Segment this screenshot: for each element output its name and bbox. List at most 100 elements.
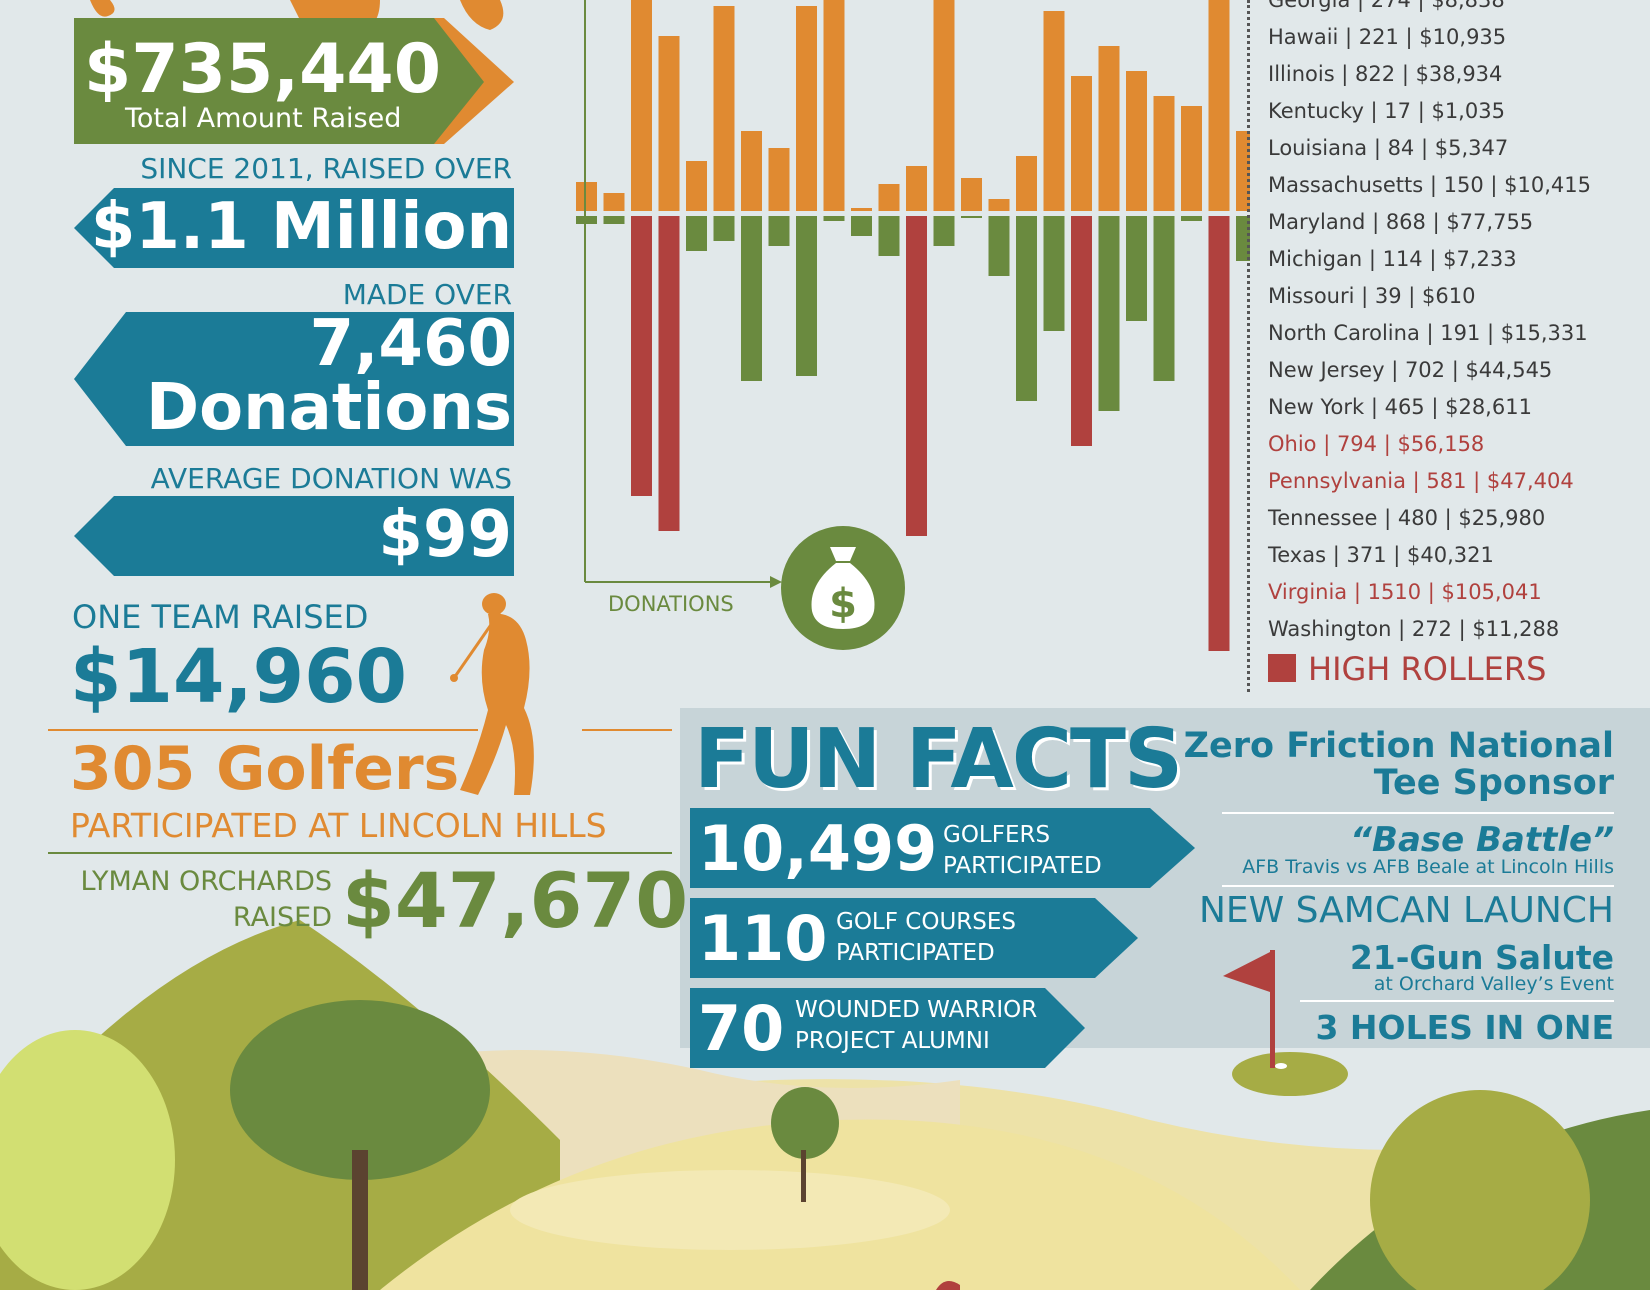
divider-orange-right	[582, 729, 672, 731]
divider-3	[1300, 1000, 1614, 1002]
bar-down	[851, 216, 872, 236]
bar-down	[1208, 216, 1230, 651]
total-raised-banner	[74, 18, 514, 144]
bar-up	[1208, 0, 1230, 211]
bar-down	[713, 216, 735, 241]
bar-up	[713, 6, 735, 211]
state-row: Pennsylvania | 581 | $47,404	[1268, 469, 1574, 493]
flag-bottom	[936, 1281, 960, 1290]
bar-down	[576, 216, 597, 224]
bar-up	[603, 193, 625, 211]
bar-up	[658, 36, 680, 211]
fact-1-number: 10,499	[698, 812, 938, 885]
state-row: Hawaii | 221 | $10,935	[1268, 25, 1507, 49]
lyman-line2: RAISED	[232, 902, 332, 933]
bar-down	[603, 216, 625, 224]
tree-left-trunk	[352, 1150, 368, 1290]
fact-1-line2: PARTICIPATED	[943, 853, 1102, 879]
fact-2-number: 110	[698, 902, 828, 975]
samcan-launch: NEW SAMCAN LAUNCH	[1198, 890, 1614, 931]
bar-down	[796, 216, 817, 376]
state-row: Virginia | 1510 | $105,041	[1268, 580, 1542, 604]
money-bag-icon: $	[781, 526, 905, 650]
putting-green	[1232, 1052, 1348, 1096]
bar-down	[1098, 216, 1120, 411]
svg-text:$: $	[829, 581, 857, 627]
divider-2	[1222, 885, 1614, 887]
bar-up	[1098, 46, 1120, 211]
sponsor-line1: Zero Friction National	[1183, 726, 1614, 766]
bar-up	[576, 182, 597, 211]
divider-orange-left	[48, 729, 478, 731]
tree-small-trunk	[801, 1150, 806, 1202]
bar-up	[1071, 76, 1092, 211]
salute-sub: at Orchard Valley’s Event	[1373, 973, 1614, 995]
bar-down	[1153, 216, 1175, 381]
average-banner	[74, 496, 514, 576]
bar-down	[878, 216, 900, 256]
bar-up	[906, 166, 927, 211]
donations-count: 7,460	[309, 307, 512, 381]
state-row: North Carolina | 191 | $15,331	[1268, 321, 1588, 345]
bar-down	[1016, 216, 1037, 401]
fact-2-line1: GOLF COURSES	[836, 909, 1016, 935]
chart-axis-arrow	[770, 576, 782, 588]
bar-up	[961, 178, 982, 211]
bar-up	[631, 0, 652, 211]
bar-down	[1043, 216, 1065, 331]
bar-down	[961, 216, 982, 218]
bar-up	[1181, 106, 1202, 211]
bar-down	[768, 216, 790, 246]
legend-label: HIGH ROLLERS	[1308, 650, 1547, 688]
state-row: Tennessee | 480 | $25,980	[1268, 506, 1546, 530]
bar-down	[1071, 216, 1092, 446]
average-label: AVERAGE DONATION WAS	[150, 462, 512, 495]
bar-up	[1043, 11, 1065, 211]
bar-up	[988, 199, 1010, 211]
golf-hole	[1275, 1063, 1287, 1069]
fact-banner-1	[690, 808, 1195, 888]
bar-down	[988, 216, 1010, 276]
bar-down	[906, 216, 927, 536]
flag-pole	[1270, 950, 1275, 1068]
state-list-divider	[1247, 0, 1250, 692]
donations-word: Donations	[146, 371, 512, 445]
state-row: Georgia | 274 | $8,838	[1268, 0, 1505, 12]
base-battle-sub: AFB Travis vs AFB Beale at Lincoln Hills	[1242, 856, 1614, 878]
divider-green	[48, 852, 672, 854]
fact-2-line2: PARTICIPATED	[836, 940, 995, 966]
divider-1	[1222, 812, 1614, 814]
lyman-value: $47,670	[342, 856, 689, 945]
donations-banner	[74, 312, 514, 446]
total-amount: $735,440	[84, 30, 442, 109]
team-label: ONE TEAM RAISED	[72, 598, 369, 636]
bar-up	[796, 6, 817, 211]
chart-axis-label: DONATIONS	[608, 592, 734, 616]
legend-swatch	[1268, 654, 1296, 682]
fact-3-number: 70	[698, 992, 785, 1065]
donations-chart	[576, 0, 1250, 651]
bar-down	[631, 216, 652, 496]
state-row: Texas | 371 | $40,321	[1268, 543, 1494, 567]
bar-down	[1236, 216, 1250, 261]
bar-down	[823, 216, 845, 221]
bar-up	[768, 148, 790, 211]
state-row: New York | 465 | $28,611	[1268, 395, 1532, 419]
total-amount-label: Total Amount Raised	[125, 103, 402, 134]
bar-up	[933, 0, 955, 211]
state-row: Maryland | 868 | $77,755	[1268, 210, 1534, 234]
state-row: Missouri | 39 | $610	[1268, 284, 1476, 308]
bar-up	[686, 161, 707, 211]
team-value: $14,960	[70, 634, 408, 720]
state-row: Illinois | 822 | $38,934	[1268, 62, 1503, 86]
state-row: New Jersey | 702 | $44,545	[1268, 358, 1553, 382]
fact-3-line1: WOUNDED WARRIOR	[795, 997, 1038, 1023]
donations-label: MADE OVER	[342, 278, 512, 311]
fact-3-line2: PROJECT ALUMNI	[795, 1028, 990, 1054]
flag-icon	[1223, 952, 1270, 992]
tree-left-canopy	[230, 1000, 490, 1180]
golfers-count: 305 Golfers	[70, 734, 460, 804]
fact-banner-3	[690, 988, 1085, 1068]
